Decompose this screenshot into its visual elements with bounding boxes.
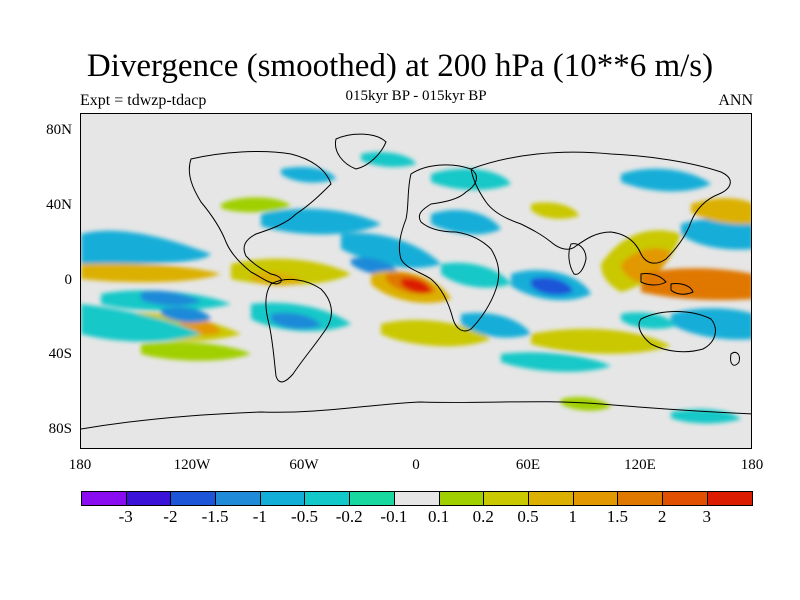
colorbar-label: 0.1 [427, 507, 450, 526]
colorbar-label: -0.5 [291, 507, 318, 526]
lat-label-80s: 80S [48, 421, 72, 437]
colorbar-swatch [707, 492, 753, 505]
colorbar-swatch [484, 492, 529, 505]
colorbar-swatch [171, 492, 217, 505]
lat-label-40n: 40N [46, 197, 72, 213]
colorbar-swatch [260, 492, 306, 505]
colorbar-swatch [305, 492, 351, 505]
lon-label-120e: 120E [624, 457, 656, 473]
colorbar-swatch [394, 492, 440, 505]
lat-label-eq: 0 [64, 272, 73, 288]
colorbar-label: -2 [163, 507, 178, 526]
field-contours [81, 152, 751, 424]
colorbar [81, 491, 754, 506]
colorbar-label: 1.5 [606, 507, 629, 526]
divergence-map [80, 113, 752, 449]
colorbar-label: 0.2 [472, 507, 494, 526]
colorbar-label: 1 [568, 507, 577, 526]
colorbar-label: 2 [657, 507, 667, 526]
lon-label-0: 0 [412, 457, 420, 473]
lon-label-60w: 60W [289, 457, 319, 473]
colorbar-swatch [662, 492, 708, 505]
period-label: 015kyr BP - 015kyr BP [345, 88, 487, 104]
colorbar-swatch [82, 492, 127, 505]
colorbar-swatch [126, 492, 172, 505]
lon-label-60e: 60E [515, 457, 541, 473]
season-label: ANN [718, 92, 753, 109]
colorbar-label: -1 [252, 507, 267, 526]
experiment-label: Expt = tdwzp-tdacp [80, 92, 207, 109]
colorbar-swatch [528, 492, 574, 505]
lat-label-40s: 40S [48, 346, 72, 362]
colorbar-swatch [350, 492, 395, 505]
coastlines [81, 133, 751, 430]
colorbar-label: -1.5 [201, 507, 229, 526]
lat-label-80n: 80N [46, 122, 72, 138]
colorbar-label: -0.2 [335, 507, 363, 526]
colorbar-label: -3 [118, 507, 133, 526]
colorbar-swatch [216, 492, 261, 505]
colorbar-label: 3 [702, 507, 712, 526]
colorbar-swatch [573, 492, 619, 505]
colorbar-swatch [439, 492, 485, 505]
lon-label-180w: 180 [68, 457, 92, 473]
lon-label-120w: 120W [173, 457, 211, 473]
colorbar-label: 0.5 [517, 507, 539, 526]
lon-label-180e: 180 [740, 457, 764, 473]
colorbar-label: -0.1 [380, 507, 408, 526]
plot-title: Divergence (smoothed) at 200 hPa (10**6 … [86, 48, 714, 84]
colorbar-swatch [618, 492, 663, 505]
